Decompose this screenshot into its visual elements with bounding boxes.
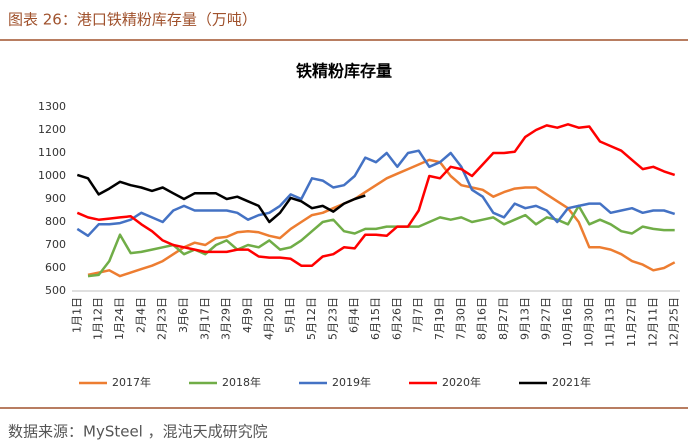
x-tick-label: 2月4日 [134,297,147,333]
series-line [76,123,676,267]
legend-label: 2020年 [442,375,481,389]
legend-label: 2021年 [552,375,591,389]
series-line [87,204,675,278]
x-tick-label: 6月26日 [390,297,403,340]
x-tick-label: 6月4日 [348,297,361,333]
series-line [76,173,366,224]
x-tick-label: 5月1日 [284,297,297,333]
chart-title: 铁精粉库存量 [296,62,392,81]
x-tick-label: 8月16日 [476,297,489,340]
legend-label: 2019年 [332,375,371,389]
x-tick-label: 1月24日 [113,297,126,340]
x-tick-label: 2月23日 [156,297,169,340]
y-tick-label: 500 [45,284,66,297]
x-tick-label: 1月1日 [70,297,83,333]
y-tick-label: 900 [45,192,66,205]
x-tick-label: 9月13日 [518,297,531,340]
x-tick-label: 10月30日 [582,297,595,347]
x-tick-label: 4月20日 [262,297,275,340]
y-tick-label: 700 [45,238,66,251]
x-tick-label: 4月9日 [241,297,254,333]
x-tick-label: 7月7日 [412,297,425,333]
x-tick-label: 8月27日 [497,297,510,340]
x-tick-label: 3月17日 [198,297,211,340]
footer-source: 数据来源：MySteel ，混沌天成研究院 [8,423,268,441]
y-tick-label: 1300 [38,100,66,113]
legend-label: 2018年 [222,375,261,389]
y-tick-label: 600 [45,261,66,274]
legend-label: 2017年 [112,375,151,389]
x-tick-label: 3月29日 [220,297,233,340]
y-tick-label: 800 [45,215,66,228]
x-tick-label: 12月25日 [668,297,681,347]
y-tick-label: 1000 [38,169,66,182]
x-tick-label: 3月6日 [177,297,190,333]
x-tick-label: 7月19日 [433,297,446,340]
x-tick-label: 11月13日 [604,297,617,347]
x-tick-label: 5月12日 [305,297,318,340]
y-tick-label: 1100 [38,146,66,159]
header-title: 图表 26：港口铁精粉库存量（万吨） [8,11,257,29]
x-tick-label: 10月16日 [561,297,574,347]
x-tick-label: 6月15日 [369,297,382,340]
y-tick-label: 1200 [38,123,66,136]
x-tick-label: 1月12日 [92,297,105,340]
x-tick-label: 7月30日 [454,297,467,340]
x-tick-label: 9月27日 [540,297,553,340]
series-line [76,149,676,238]
x-tick-label: 5月23日 [326,297,339,340]
x-tick-label: 12月11日 [646,297,659,347]
x-tick-label: 11月27日 [625,297,638,347]
